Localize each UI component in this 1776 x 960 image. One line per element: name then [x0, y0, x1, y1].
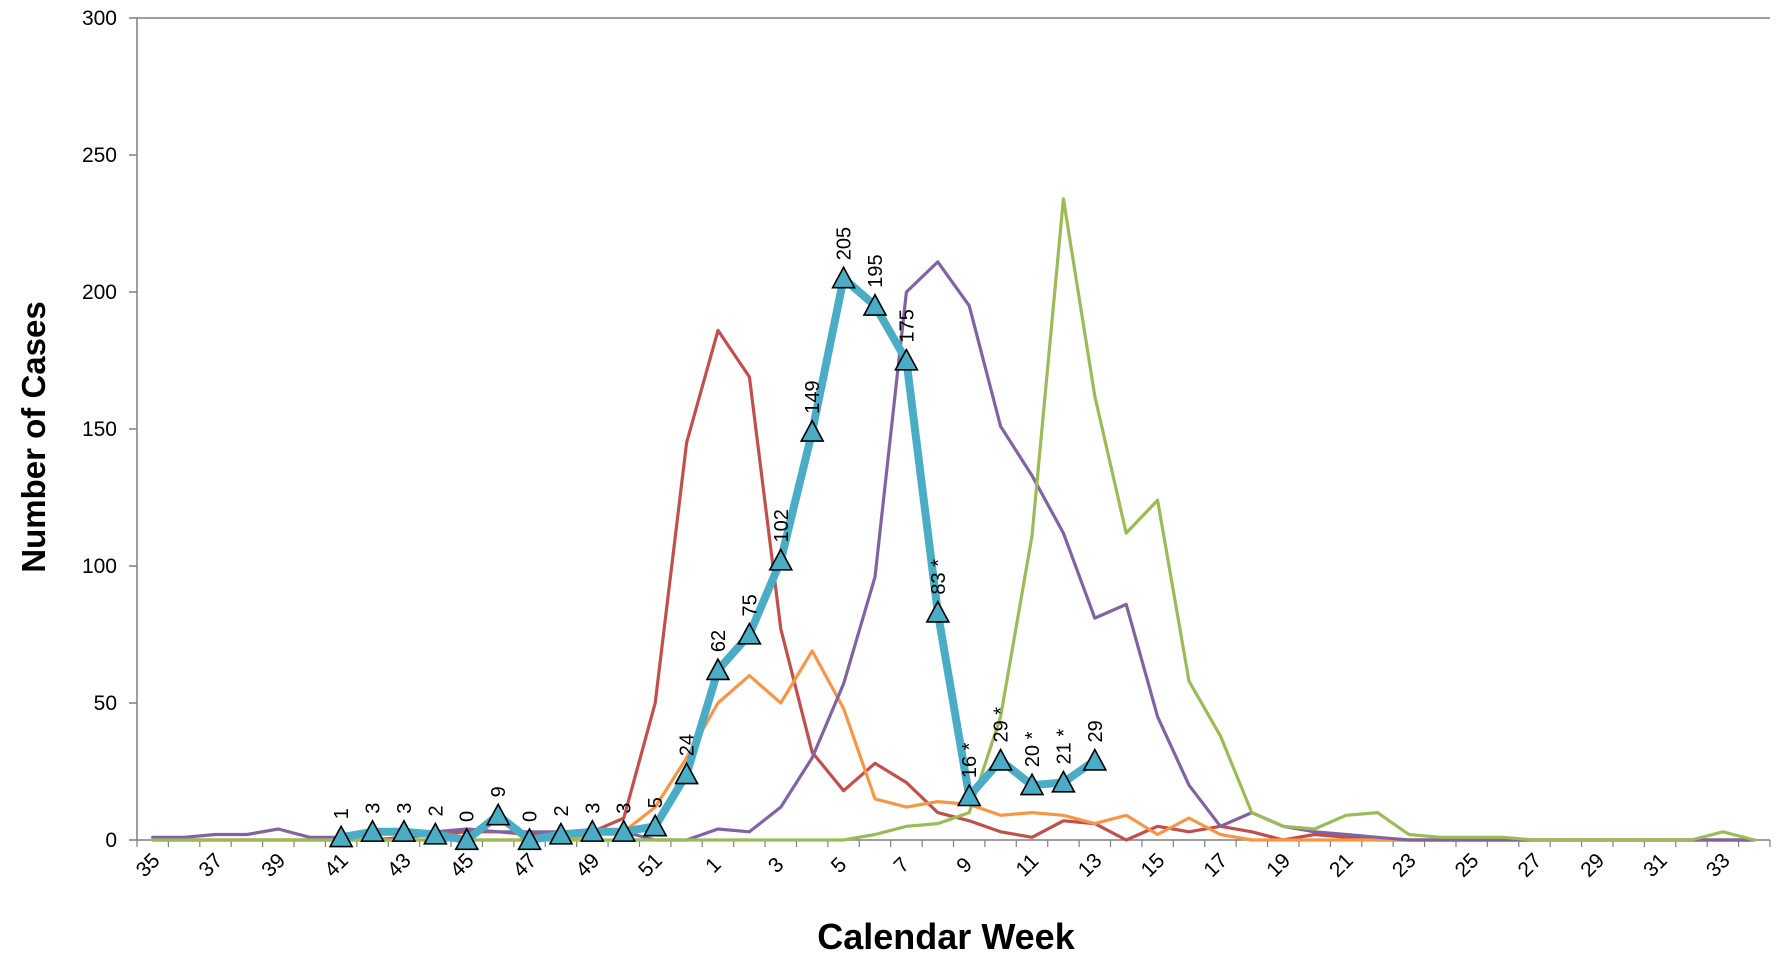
x-tick-label: 3 — [764, 853, 789, 878]
data-label: 1 — [331, 808, 353, 819]
x-tick-label: 19 — [1262, 849, 1295, 882]
data-label: 0 — [520, 811, 542, 822]
data-point-marker — [485, 802, 511, 826]
data-point-marker — [1019, 772, 1045, 796]
data-label: 9 — [488, 786, 510, 797]
data-point-marker — [831, 265, 856, 289]
y-tick-label: 250 — [82, 144, 117, 167]
data-point-marker — [988, 747, 1013, 771]
data-point-marker — [391, 819, 417, 842]
x-tick-label: 29 — [1576, 849, 1609, 882]
data-label: 83 * — [928, 559, 950, 595]
data-label: 102 — [771, 509, 793, 542]
x-tick-label: 35 — [132, 849, 165, 882]
series-line — [151, 197, 1756, 842]
data-label: 24 — [677, 734, 699, 756]
data-label: 5 — [645, 797, 667, 808]
x-tick-label: 15 — [1137, 849, 1170, 882]
data-point-marker — [1082, 747, 1108, 771]
y-tick-label: 300 — [82, 7, 117, 30]
y-tick-label: 150 — [82, 418, 117, 441]
x-tick-label: 49 — [571, 849, 604, 882]
x-tick-label: 5 — [827, 853, 852, 878]
data-point-marker — [642, 813, 668, 837]
data-label: 2 — [425, 805, 447, 816]
x-tick-label: 23 — [1388, 849, 1421, 882]
data-point-marker — [674, 761, 699, 785]
data-point-marker — [328, 824, 354, 848]
data-label: 195 — [865, 254, 887, 287]
data-label: 205 — [834, 227, 856, 260]
y-tick-label: 50 — [94, 692, 117, 715]
x-tick-label: 33 — [1702, 849, 1735, 882]
data-label: 62 — [708, 630, 730, 652]
y-axis-title: Number of Cases — [15, 301, 52, 572]
series-lines — [151, 197, 1756, 844]
data-point-marker — [517, 827, 542, 851]
data-label: 29 * — [991, 707, 1013, 743]
data-point-marker — [894, 347, 919, 371]
data-label: 149 — [802, 380, 824, 413]
x-tick-label: 1 — [701, 853, 726, 878]
data-point-marker — [768, 547, 794, 571]
x-tick-label: 37 — [195, 849, 228, 882]
data-point-marker — [580, 819, 605, 842]
x-tick-label: 43 — [383, 849, 416, 882]
data-point-marker — [422, 821, 448, 845]
data-point-marker — [737, 621, 762, 645]
data-label: 3 — [582, 803, 604, 814]
x-tick-label: 41 — [320, 849, 353, 882]
data-point-marker — [925, 599, 951, 623]
data-label: 2 — [551, 805, 573, 816]
x-tick-label: 9 — [952, 853, 977, 878]
data-label: 21 * — [1053, 729, 1075, 765]
x-tick-label: 17 — [1199, 849, 1232, 882]
x-tick-label: 11 — [1012, 850, 1044, 882]
x-tick-label: 25 — [1451, 849, 1484, 882]
x-tick-label: 51 — [634, 849, 667, 882]
data-point-marker — [548, 821, 574, 845]
x-tick-label: 13 — [1074, 849, 1107, 882]
x-tick-label: 31 — [1639, 849, 1672, 882]
x-tick-label: 45 — [446, 849, 479, 882]
series-line — [151, 260, 1756, 842]
x-tick-label: 7 — [890, 853, 915, 878]
data-label: 16 * — [959, 742, 981, 778]
data-label: 3 — [363, 803, 385, 814]
x-tick-label: 47 — [509, 849, 542, 882]
data-point-marker — [862, 293, 888, 316]
series-line — [151, 328, 1756, 842]
y-tick-label: 200 — [82, 281, 117, 304]
series-markers — [328, 265, 1108, 851]
data-label: 3 — [394, 803, 416, 814]
data-point-marker — [1051, 769, 1076, 793]
y-tick-label: 100 — [82, 555, 117, 578]
data-point-marker — [956, 783, 982, 807]
data-point-marker — [360, 819, 385, 842]
data-point-marker — [705, 657, 731, 681]
data-point-marker — [611, 819, 637, 842]
data-label: 75 — [739, 594, 761, 616]
x-tick-label: 39 — [257, 849, 290, 882]
data-point-marker — [799, 419, 825, 442]
data-point-marker — [454, 827, 480, 851]
data-label: 175 — [896, 309, 918, 342]
series-line — [337, 274, 1099, 844]
x-tick-label: 21 — [1325, 849, 1358, 882]
data-label: 0 — [457, 811, 479, 822]
x-axis-title: Calendar Week — [817, 916, 1075, 957]
x-tick-label: 27 — [1513, 849, 1546, 882]
data-label: 29 — [1085, 720, 1107, 742]
y-tick-label: 0 — [105, 829, 117, 852]
data-label: 20 * — [1022, 731, 1044, 767]
data-label: 3 — [614, 803, 636, 814]
